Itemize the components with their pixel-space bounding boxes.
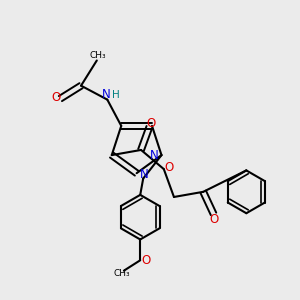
Text: O: O [51,92,60,104]
Text: N: N [102,88,110,101]
Text: CH₃: CH₃ [90,51,106,60]
Text: N: N [149,148,158,162]
Text: O: O [164,161,173,174]
Text: N: N [140,169,148,182]
Text: O: O [209,213,218,226]
Text: CH₃: CH₃ [113,269,130,278]
Text: O: O [146,117,155,130]
Text: H: H [112,90,120,100]
Text: O: O [141,254,150,267]
